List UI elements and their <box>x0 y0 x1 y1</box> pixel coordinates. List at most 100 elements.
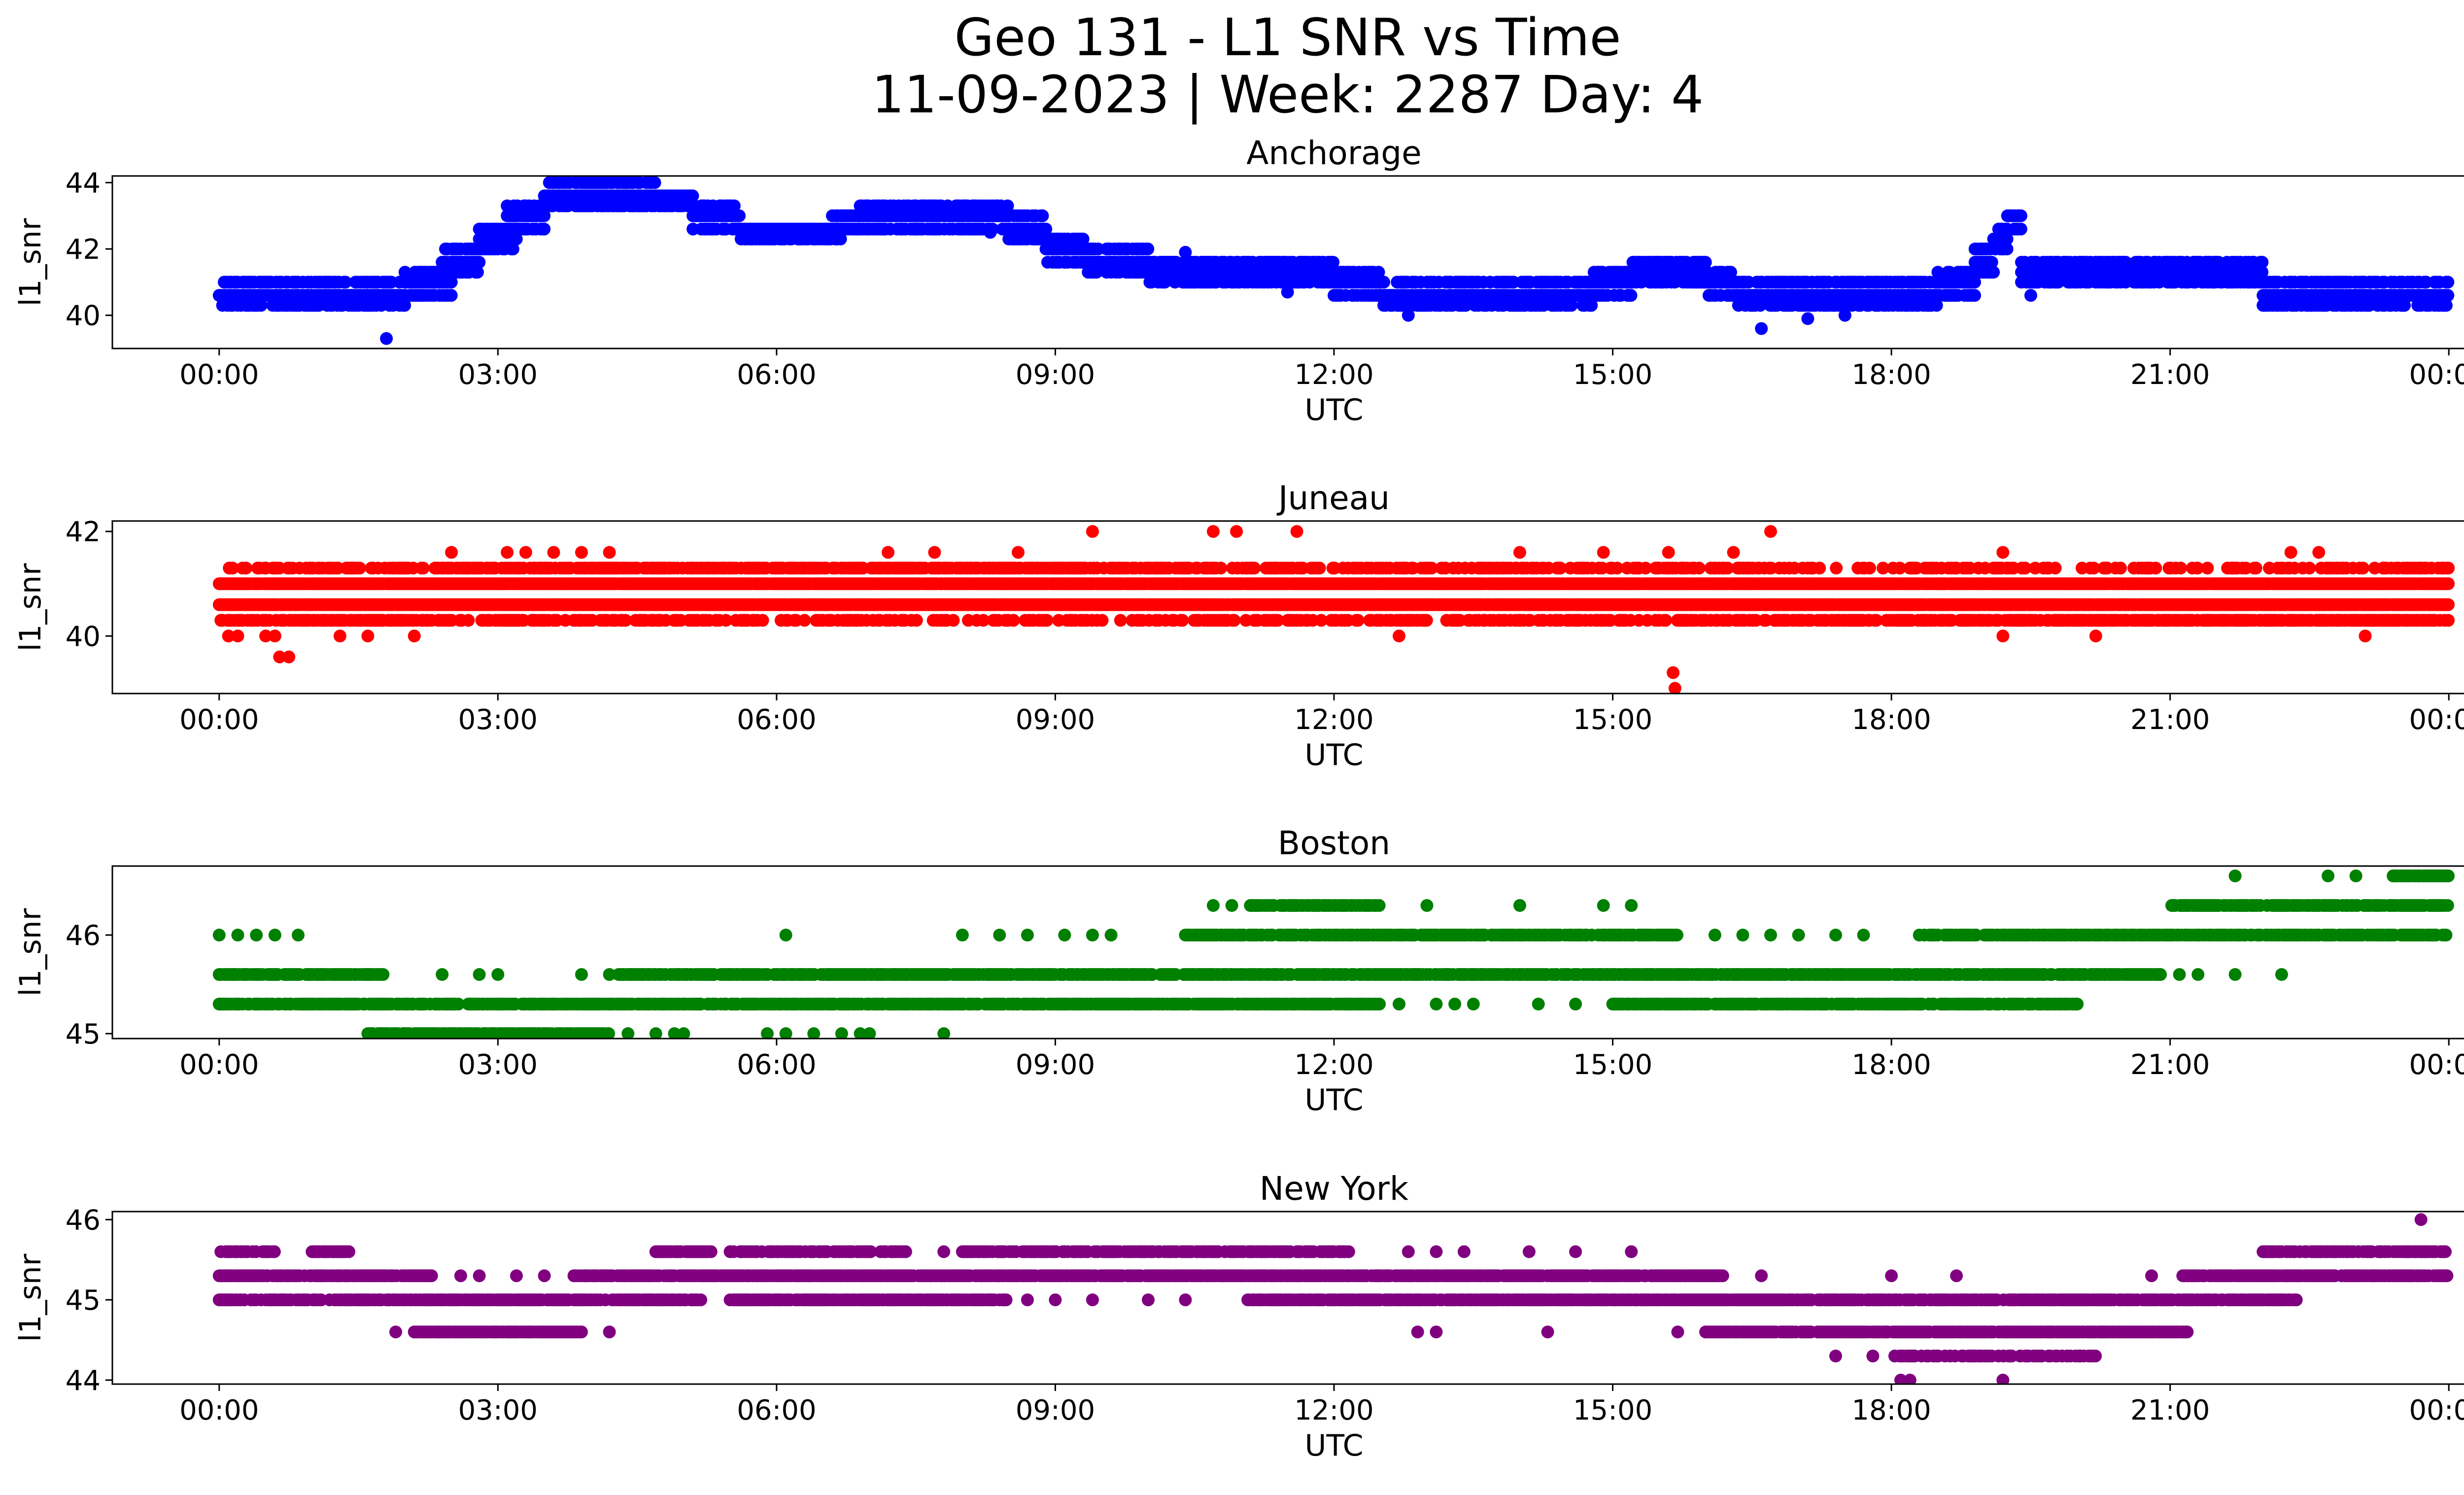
data-point <box>733 209 746 222</box>
data-point <box>1985 256 1998 269</box>
scatter-series <box>212 176 2455 345</box>
x-tick-label: 09:00 <box>1016 359 1095 391</box>
data-point <box>1327 256 1340 269</box>
data-point <box>538 222 551 236</box>
data-point <box>1377 276 1390 289</box>
scatter-series <box>212 525 2455 694</box>
data-point <box>416 561 430 575</box>
data-point <box>339 276 352 289</box>
y-tick-label: 42 <box>66 234 101 266</box>
data-point <box>1281 285 1294 299</box>
y-axis-label: l1_snr <box>13 218 48 306</box>
data-point <box>1114 614 1127 627</box>
data-point <box>398 266 411 279</box>
data-point <box>1001 199 1014 212</box>
data-point <box>538 209 551 222</box>
data-point <box>1248 561 1261 575</box>
data-point <box>1090 266 1103 279</box>
data-point <box>2024 289 2037 302</box>
data-point <box>240 561 253 575</box>
x-tick-label: 15:00 <box>1573 359 1652 391</box>
data-point <box>648 176 661 189</box>
data-point <box>2014 222 2027 236</box>
data-point <box>1179 245 1192 259</box>
data-point <box>798 614 811 627</box>
data-point <box>2052 276 2065 289</box>
data-point <box>510 232 523 245</box>
data-point <box>1095 614 1109 627</box>
data-point <box>2014 209 2027 222</box>
data-point <box>462 614 475 627</box>
data-point <box>910 614 923 627</box>
data-point <box>1987 266 2000 279</box>
x-tick-label: 00:00 <box>179 359 259 391</box>
data-point <box>1585 299 1598 312</box>
data-point <box>1158 276 1171 289</box>
data-point <box>380 332 393 345</box>
data-point <box>1039 222 1053 236</box>
data-point <box>1007 614 1020 627</box>
data-point <box>834 232 847 245</box>
y-tick-label: 44 <box>66 167 101 199</box>
data-point <box>2000 243 2014 256</box>
figure-title-line2: 11-09-2023 | Week: 2287 Day: 4 <box>872 65 1704 125</box>
data-point <box>1036 209 1049 222</box>
data-point <box>1624 289 1638 302</box>
data-point <box>445 276 458 289</box>
data-point <box>1459 299 1472 312</box>
data-point <box>1372 266 1385 279</box>
data-point <box>353 561 366 575</box>
data-point <box>1402 309 1415 322</box>
data-point <box>727 199 741 212</box>
data-point <box>1228 614 1241 627</box>
data-point <box>2256 256 2269 269</box>
data-point <box>1838 309 1851 322</box>
data-point <box>2228 266 2242 279</box>
data-point <box>1755 322 1768 335</box>
data-point <box>619 614 632 627</box>
data-point <box>1931 266 1945 279</box>
data-point <box>984 226 997 239</box>
data-point <box>1724 266 1737 279</box>
data-point <box>2000 232 2014 245</box>
data-point <box>1565 299 1578 312</box>
x-tick-label: 03:00 <box>458 359 538 391</box>
data-point <box>2256 266 2269 279</box>
data-point <box>1753 299 1767 312</box>
x-tick-label: 12:00 <box>1294 359 1373 391</box>
x-tick-label: 06:00 <box>737 359 816 391</box>
data-point <box>473 256 486 269</box>
data-point <box>719 614 732 627</box>
data-point <box>1968 276 1981 289</box>
data-point <box>2439 299 2453 312</box>
data-point <box>445 289 458 302</box>
data-point <box>2119 256 2132 269</box>
data-point <box>1313 561 1326 575</box>
data-point <box>1214 561 1228 575</box>
data-point <box>2441 276 2455 289</box>
subplot-title: Juneau <box>1276 479 1390 517</box>
data-point <box>398 299 411 312</box>
x-tick-label: 00:00 <box>2409 359 2464 391</box>
data-point <box>756 614 769 627</box>
data-point <box>2441 289 2455 302</box>
data-point <box>254 299 268 312</box>
data-point <box>1801 312 1814 325</box>
x-axis-label: UTC <box>1305 393 1364 427</box>
data-point <box>226 561 239 575</box>
data-point <box>1040 614 1054 627</box>
data-point <box>471 266 484 279</box>
data-point <box>1076 232 1090 245</box>
data-point <box>1141 243 1155 256</box>
x-tick-label: 21:00 <box>2130 359 2210 391</box>
data-point <box>1968 289 1981 302</box>
data-point <box>977 614 990 627</box>
data-point <box>1351 614 1365 627</box>
x-tick-label: 18:00 <box>1851 359 1931 391</box>
data-point <box>1176 614 1189 627</box>
data-point <box>1930 299 1943 312</box>
figure-title-line1: Geo 131 - L1 SNR vs Time <box>954 7 1621 68</box>
